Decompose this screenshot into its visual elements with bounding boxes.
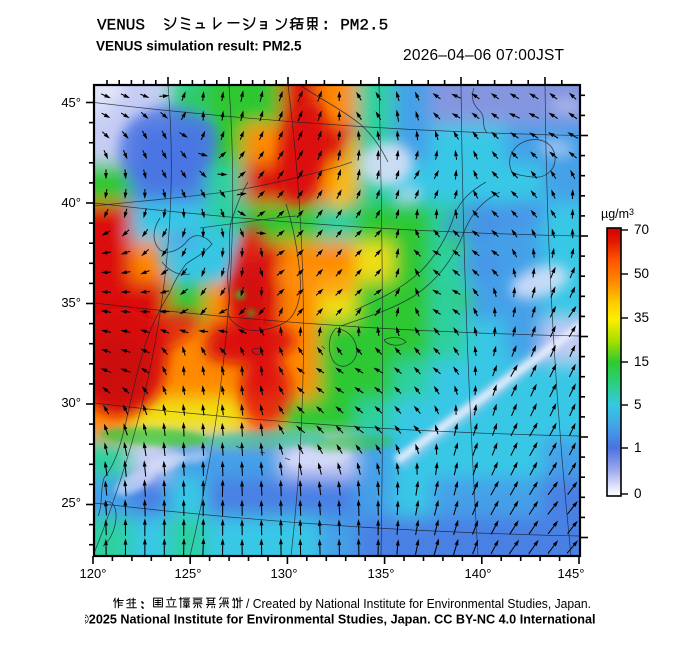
svg-text:VENUS: VENUS xyxy=(97,17,145,35)
svg-text:: PM2.5: : PM2.5 xyxy=(321,17,388,35)
svg-text:2026–04–06 07:00JST: 2026–04–06 07:00JST xyxy=(403,47,565,64)
svg-text:©2025 National Institute for E: ©2025 National Institute for Environment… xyxy=(85,612,596,627)
svg-text:VENUS simulation result: PM2.5: VENUS simulation result: PM2.5 xyxy=(96,39,302,54)
svg-text:/ Created by National Institut: / Created by National Institute for Envi… xyxy=(246,597,591,611)
